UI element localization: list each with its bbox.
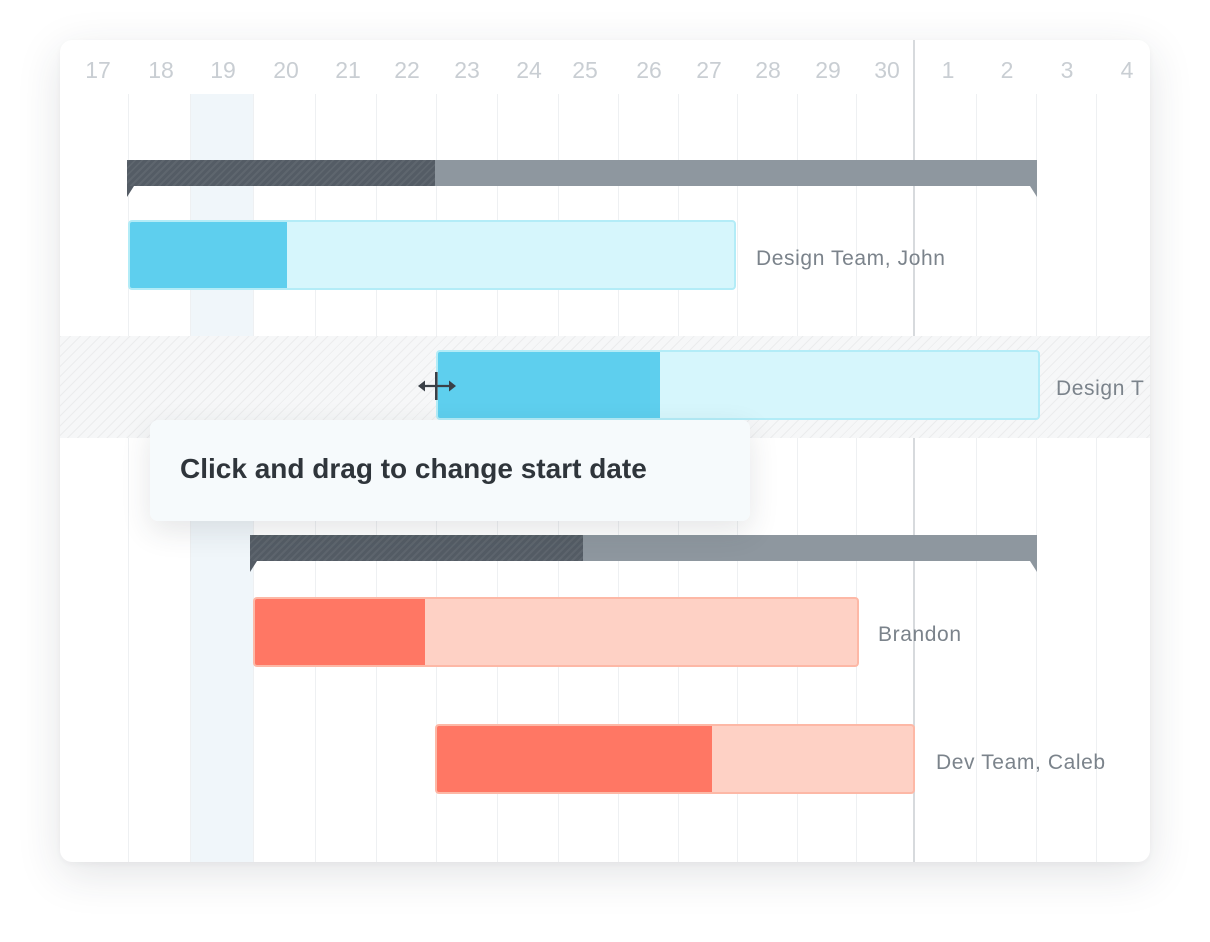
task-label: Design Team, John bbox=[756, 247, 946, 270]
today-marker bbox=[913, 40, 915, 862]
gantt-chart-card: 17 18 19 20 21 22 23 24 25 26 27 28 29 3… bbox=[60, 40, 1150, 862]
task-label: Design T bbox=[1056, 377, 1145, 400]
day-label: 17 bbox=[85, 57, 111, 83]
day-label: 20 bbox=[273, 57, 299, 83]
day-label: 3 bbox=[1060, 57, 1074, 83]
task-bar[interactable] bbox=[435, 724, 915, 794]
group-start-cap bbox=[250, 561, 257, 572]
task-progress bbox=[255, 599, 425, 665]
day-label: 28 bbox=[755, 57, 781, 83]
day-label: 19 bbox=[210, 57, 236, 83]
day-label: 22 bbox=[394, 57, 420, 83]
grid-line bbox=[797, 94, 798, 862]
day-label: 26 bbox=[636, 57, 662, 83]
day-label: 29 bbox=[815, 57, 841, 83]
group-start-cap bbox=[127, 186, 134, 197]
day-label: 27 bbox=[696, 57, 722, 83]
tooltip-text: Click and drag to change start date bbox=[180, 453, 647, 484]
grid-line bbox=[1096, 94, 1097, 862]
task-progress bbox=[437, 726, 712, 792]
day-label: 2 bbox=[1000, 57, 1014, 83]
task-bar-dragging[interactable] bbox=[436, 350, 1040, 420]
day-label: 30 bbox=[874, 57, 900, 83]
resize-horizontal-icon[interactable] bbox=[418, 370, 456, 402]
timeline-header: 17 18 19 20 21 22 23 24 25 26 27 28 29 3… bbox=[60, 40, 1150, 94]
day-label: 4 bbox=[1120, 57, 1134, 83]
grid-line bbox=[1036, 94, 1037, 862]
group-end-cap bbox=[1030, 186, 1037, 197]
drag-hint-tooltip: Click and drag to change start date bbox=[150, 420, 750, 521]
day-label: 18 bbox=[148, 57, 174, 83]
task-progress bbox=[130, 222, 287, 288]
task-label: Brandon bbox=[878, 623, 962, 646]
group-summary-bar-design[interactable] bbox=[127, 160, 1037, 197]
task-progress bbox=[438, 352, 660, 418]
day-label: 25 bbox=[572, 57, 598, 83]
group-summary-bar-dev[interactable] bbox=[250, 535, 1037, 572]
group-end-cap bbox=[1030, 561, 1037, 572]
day-label: 23 bbox=[454, 57, 480, 83]
grid-line bbox=[128, 94, 129, 862]
day-label: 24 bbox=[516, 57, 542, 83]
day-label: 21 bbox=[335, 57, 361, 83]
group-progress bbox=[250, 535, 583, 561]
task-bar[interactable] bbox=[253, 597, 859, 667]
group-progress bbox=[127, 160, 435, 186]
task-bar[interactable] bbox=[128, 220, 736, 290]
grid-line bbox=[976, 94, 977, 862]
grid-line bbox=[856, 94, 857, 862]
task-label: Dev Team, Caleb bbox=[936, 751, 1106, 774]
day-label: 1 bbox=[941, 57, 955, 83]
